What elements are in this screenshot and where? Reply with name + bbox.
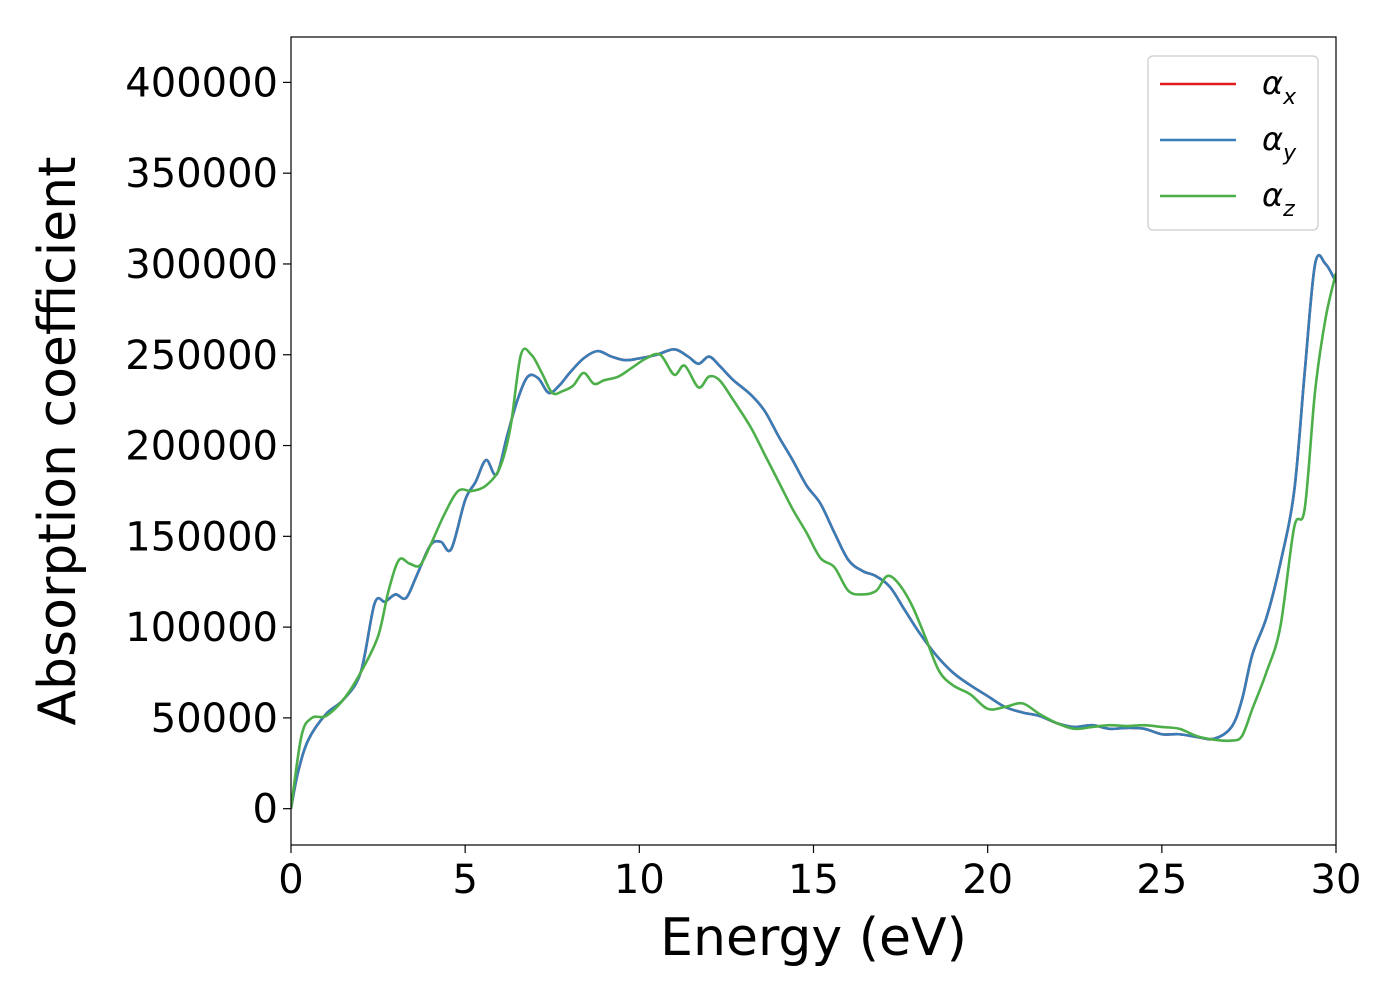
x-tick-label: 20 <box>962 857 1013 903</box>
legend-entry-z: αz <box>1160 176 1295 222</box>
y-tick-label: 0 <box>253 787 278 833</box>
x-tick-label: 0 <box>278 857 303 903</box>
x-tick-label: 5 <box>452 857 477 903</box>
x-tick-label: 10 <box>614 857 665 903</box>
x-tick-label: 25 <box>1136 857 1187 903</box>
x-tick-label: 15 <box>788 857 839 903</box>
series-line-z <box>291 272 1336 809</box>
y-tick-label: 150000 <box>125 514 278 560</box>
legend-entry-x: αx <box>1160 64 1297 110</box>
legend-label: αz <box>1262 176 1295 222</box>
y-tick-label: 50000 <box>151 696 278 742</box>
legend-label-subscript: x <box>1282 85 1297 110</box>
series-layer <box>291 253 1336 809</box>
y-axis-title: Absorption coefficient <box>28 156 88 725</box>
y-tick-label: 300000 <box>125 242 278 288</box>
y-tick-label: 400000 <box>125 60 278 106</box>
x-axis-ticks: 0 5 10 15 20 25 30 <box>278 845 1361 903</box>
x-axis-title: Energy (eV) <box>660 908 967 968</box>
legend-label-base: α <box>1262 176 1283 214</box>
legend-label-subscript: y <box>1282 141 1297 166</box>
x-tick-label: 30 <box>1311 857 1362 903</box>
y-tick-label: 350000 <box>125 151 278 197</box>
series-line-y <box>291 253 1336 809</box>
legend-box <box>1147 55 1319 231</box>
legend-label-base: α <box>1262 64 1283 102</box>
y-tick-label: 100000 <box>125 605 278 651</box>
legend-entry-y: αy <box>1160 120 1297 166</box>
legend-label: αx <box>1262 64 1297 110</box>
y-tick-label: 200000 <box>125 424 278 470</box>
legend-label: αy <box>1262 120 1297 166</box>
legend-label-base: α <box>1262 120 1283 158</box>
y-tick-label: 250000 <box>125 333 278 379</box>
legend-label-subscript: z <box>1282 197 1295 222</box>
y-axis-ticks: 0 50000 100000 150000 200000 250000 300000 3500… <box>125 60 291 833</box>
